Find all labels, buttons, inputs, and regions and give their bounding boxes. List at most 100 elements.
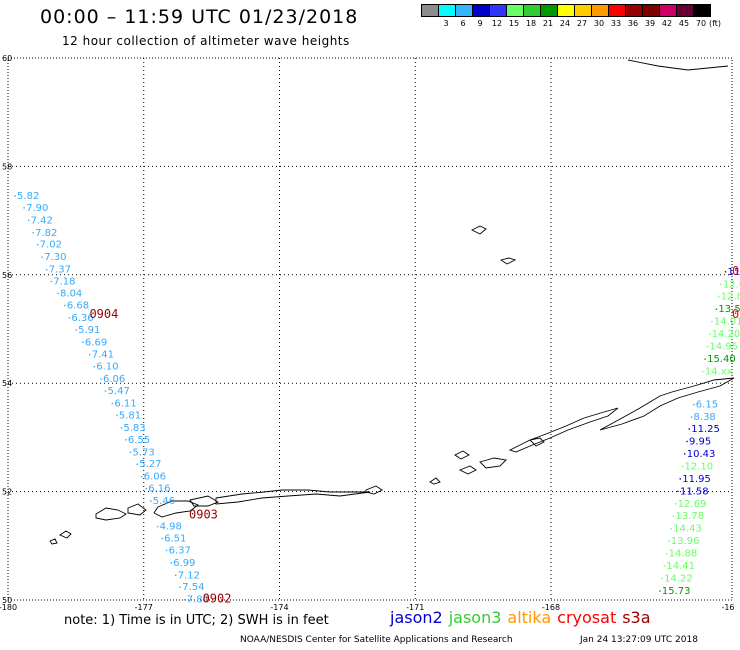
track-point [120,427,123,429]
wave-height-label: 6.69 [85,337,107,348]
wave-height-label: 7.54 [182,582,204,593]
legend-label: 18 [525,19,537,28]
wave-height-label: 11.24 [727,267,740,278]
track-point [672,515,675,518]
track-point [674,502,677,505]
track-point [116,414,118,417]
wave-height-label: 6.55 [128,435,150,446]
legend-labels: 3 6 9 12 15 18 21 24 27 30 33 36 39 42 45 70 (ft) [421,17,721,29]
alaska-peninsula [429,377,735,485]
track-point [104,390,107,392]
track-point [111,402,114,405]
wave-height-label: 9.95 [689,436,711,447]
wave-height-label: 15.40 [707,354,736,365]
track-point [670,527,672,530]
satellite-name: jason2 [390,608,443,627]
track-point [668,540,670,542]
track-point [41,256,43,258]
track-point [720,283,722,286]
track-point [183,598,186,601]
legend-color-bar [421,4,711,17]
wave-height-label: 11.25 [691,424,720,435]
track-point [665,552,668,555]
wave-height-label: 6.68 [67,300,89,311]
wave-height-label: 14.20 [712,329,740,340]
pass-time-label: 0903 [189,508,218,522]
wave-height-label: 6.36 [71,313,93,324]
track-point [686,440,688,443]
wave-height-label: 7.30 [44,252,66,263]
legend-label: 9 [477,19,483,28]
track-point [150,500,152,502]
map-subtitle: 12 hour collection of altimeter wave hei… [62,34,350,48]
track-point [170,562,172,564]
pass-time-labels: 09040903090208080809 [89,264,740,606]
wave-height-label: 7.42 [31,215,53,226]
wave-height-label: 6.10 [96,362,118,373]
track-point [683,453,686,455]
satellite-name: altika [507,608,552,627]
latitude-tick-label: 54 [2,379,12,388]
wave-height-label: 14.22 [664,574,693,585]
wave-height-label: 6.51 [164,533,186,544]
track-point [661,577,663,580]
legend-unit: (ft) [709,19,722,28]
axis-labels: -180 -177 -174 -171 -168 -16 60 58 56 54 52 50 [0,54,735,612]
longitude-tick-label: -171 [406,603,424,612]
track-point [708,333,711,335]
longitude-tick-label: -16 [721,603,734,612]
track-point [129,451,132,454]
legend-label: 33 [610,19,622,28]
legend-label: 70 [695,19,707,28]
track-point [663,565,666,567]
track-point [156,525,159,528]
latitude-tick-label: 50 [2,596,12,605]
wave-height-label: 5.47 [108,386,130,397]
wave-height-label: 6.37 [169,545,191,556]
track-point [64,304,66,307]
track-point [704,358,706,360]
wave-height-label: 6.06 [144,472,166,483]
wave-height-label: 6.06 [103,374,125,385]
wave-height-label: 14.xx [705,367,733,378]
wave-height-label: 12.03 [723,279,740,290]
pass-time-label: 08 [732,264,740,278]
wave-height-label: 5.82 [17,191,39,202]
legend-label: 24 [559,19,571,28]
wave-height-label: 14.88 [669,549,698,560]
credit-line: NOAA/NESDIS Center for Satellite Applica… [240,635,513,645]
track-point [27,219,30,222]
wave-height-label: 12.10 [684,461,713,472]
satellite-track-points [14,195,727,601]
legend-label: 36 [627,19,639,28]
wave-height-label: 14.41 [666,561,695,572]
track-point [715,308,718,310]
wave-height-label: 5.83 [123,423,145,434]
wave-height-label: 7.18 [53,277,75,288]
wave-height-label: 7.37 [49,265,71,276]
longitude-tick-label: -180 [0,603,17,612]
wave-height-label: 6.16 [148,484,170,495]
generation-timestamp: Jan 24 13:27:09 UTC 2018 [580,635,698,645]
satellite-name: jason3 [448,608,502,627]
wave-height-label: 5.46 [153,496,175,507]
wave-height-label: 15.73 [662,586,691,597]
track-point [174,574,177,577]
wave-height-label: 5.27 [139,459,161,470]
pass-time-label: 0902 [203,592,232,606]
track-point [50,280,53,283]
wave-height-label: 7.41 [92,350,114,361]
track-point [659,590,661,592]
track-point [36,243,39,246]
track-point [690,416,693,418]
wave-height-label: 7.82 [35,228,57,239]
satellite-track-labels: 5.827.907.42 7.827.027.30 7.377.188.046.68… [17,191,740,606]
track-point [693,403,695,406]
track-point [706,345,709,348]
wave-height-label: 8.04 [60,288,82,299]
wave-height-label: 6.99 [173,558,195,569]
pribilof-islands [470,225,517,265]
map-title: 00:00 – 11:59 UTC 01/23/2018 [40,6,359,28]
alaska-mainland [627,59,729,71]
